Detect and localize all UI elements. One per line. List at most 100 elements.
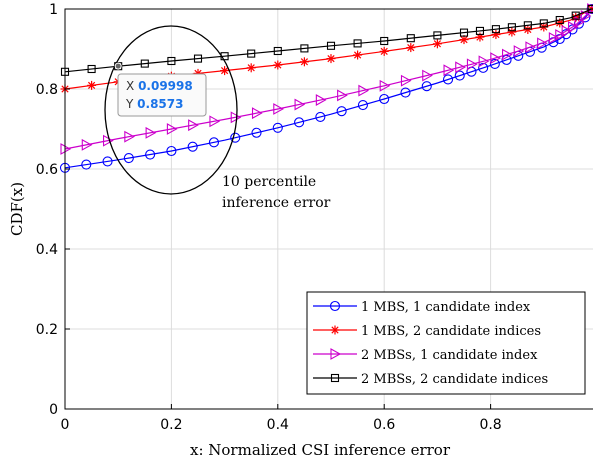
series-0-marker-1 (81, 159, 92, 170)
series-1-marker-14 (432, 39, 442, 49)
series-1-marker-11 (353, 50, 363, 60)
datatip-x-value: 0.09998 (138, 79, 193, 93)
y-tick-label-1: 0.2 (36, 322, 58, 338)
series-2-marker-14 (358, 84, 370, 97)
series-0-marker-16 (400, 87, 411, 98)
series-2-marker-16 (400, 74, 412, 87)
series-2-marker-5 (166, 123, 178, 135)
series-1-marker-6 (220, 66, 230, 76)
series-3-marker-5 (193, 54, 203, 63)
series-1-marker-10 (326, 54, 336, 64)
series-0-marker-2 (102, 156, 113, 167)
series-1-marker-12 (379, 46, 389, 56)
series-3-marker-14 (433, 31, 442, 40)
axis-ticks: 0 0.2 0.4 0.6 0.8 0 0.2 0.4 0.6 0.8 1 (36, 2, 502, 433)
series-2-marker-13 (337, 89, 348, 102)
series-0-marker-9 (251, 127, 262, 138)
series-3-marker-19 (523, 21, 532, 30)
series-2-marker-22 (490, 52, 501, 65)
series-2-marker-3 (124, 130, 135, 143)
series-3-marker-3 (140, 59, 149, 68)
series-0-marker-21 (478, 62, 489, 73)
series-2 (60, 3, 593, 155)
series-3-marker-18 (507, 23, 516, 32)
plot-frame (64, 8, 593, 410)
annotation-group: 10 percentile inference error (104, 25, 331, 211)
series-2-marker-26 (537, 37, 548, 50)
series-2-marker-4 (145, 126, 157, 139)
series-0-marker-12 (315, 111, 326, 122)
series-0-marker-5 (166, 145, 177, 157)
series-2-marker-21 (478, 55, 490, 68)
series-1-marker-7 (246, 63, 256, 73)
annotation-text-line1: 10 percentile (222, 174, 316, 190)
series-0-marker-11 (294, 117, 305, 128)
series-line-3 (64, 8, 592, 73)
series-3-marker-21 (555, 15, 564, 25)
legend-marker-1 (330, 325, 340, 335)
series-3-marker-11 (353, 39, 362, 48)
legend-item-3: 2 MBSs, 2 candidate indices (313, 372, 548, 387)
series-0-marker-6 (187, 141, 198, 152)
series-2-marker-17 (422, 69, 433, 82)
series-2-marker-27 (548, 32, 560, 44)
series-3-marker-10 (326, 41, 336, 50)
series-2-marker-9 (251, 107, 263, 120)
series-2-marker-1 (81, 138, 93, 151)
series-3-marker-9 (300, 44, 309, 53)
x-axis-label: x: Normalized CSI inference error (190, 441, 451, 459)
series-3-marker-7 (247, 49, 256, 58)
series-2-marker-23 (502, 48, 513, 61)
series-3-marker-15 (459, 28, 469, 37)
legend-item-1: 1 MBS, 2 candidate indices (313, 324, 541, 339)
y-tick-label-0: 0 (49, 402, 58, 418)
legend-label-3: 2 MBSs, 2 candidate indices (361, 372, 548, 387)
legend-item-2: 2 MBSs, 1 candidate index (313, 348, 538, 363)
legend-marker-2 (330, 348, 342, 360)
series-3 (60, 4, 593, 76)
annotation-text-line2: inference error (222, 195, 331, 211)
datatip-box (117, 73, 207, 117)
y-tick-label-5: 1 (49, 2, 58, 18)
legend-marker-0 (329, 300, 341, 312)
datatip[interactable]: X 0.09998 Y 0.8573 (114, 62, 207, 117)
series-3-marker-4 (167, 56, 176, 66)
annotation-ellipse (104, 25, 238, 195)
legend-label-1: 1 MBS, 2 candidate indices (361, 324, 541, 339)
series-0-marker-17 (421, 81, 432, 92)
series-3-marker-8 (273, 46, 282, 56)
series-3-marker-16 (475, 26, 485, 35)
x-tick-label-2: 0.4 (267, 417, 289, 433)
datatip-y-key: Y (125, 97, 134, 111)
series-0-marker-3 (123, 152, 134, 164)
series-0-marker-14 (357, 100, 368, 111)
series-3-marker-17 (491, 25, 500, 34)
series-2-marker-10 (273, 103, 284, 115)
y-tick-label-4: 0.8 (36, 82, 58, 98)
legend-marker-3 (330, 373, 340, 383)
series-1-marker-13 (406, 43, 416, 53)
legend-label-0: 1 MBS, 1 candidate index (361, 300, 531, 315)
series-0-marker-18 (442, 74, 454, 85)
y-tick-label-2: 0.4 (36, 242, 58, 258)
series-2-marker-18 (443, 64, 455, 77)
series-3-marker-13 (406, 34, 415, 43)
series-2-marker-25 (525, 41, 537, 54)
datatip-x-key: X (126, 79, 134, 93)
datatip-y-value: 0.8573 (137, 97, 183, 111)
legend: 1 MBS, 1 candidate index 1 MBS, 2 candida… (306, 291, 586, 395)
datatip-y-row: Y 0.8573 (125, 97, 183, 111)
series-2-marker-19 (455, 61, 466, 74)
series-0-marker-15 (379, 93, 390, 105)
datatip-point[interactable] (114, 62, 122, 70)
series-0-marker-4 (145, 149, 156, 160)
series-layer (59, 3, 593, 173)
series-1-marker-19 (523, 25, 533, 35)
series-0-marker-13 (336, 106, 347, 117)
series-1-marker-18 (507, 27, 517, 37)
series-2-marker-30 (567, 21, 579, 33)
datatip-x-row: X 0.09998 (126, 79, 193, 93)
series-3-marker-12 (380, 36, 389, 46)
series-2-marker-7 (209, 115, 221, 128)
